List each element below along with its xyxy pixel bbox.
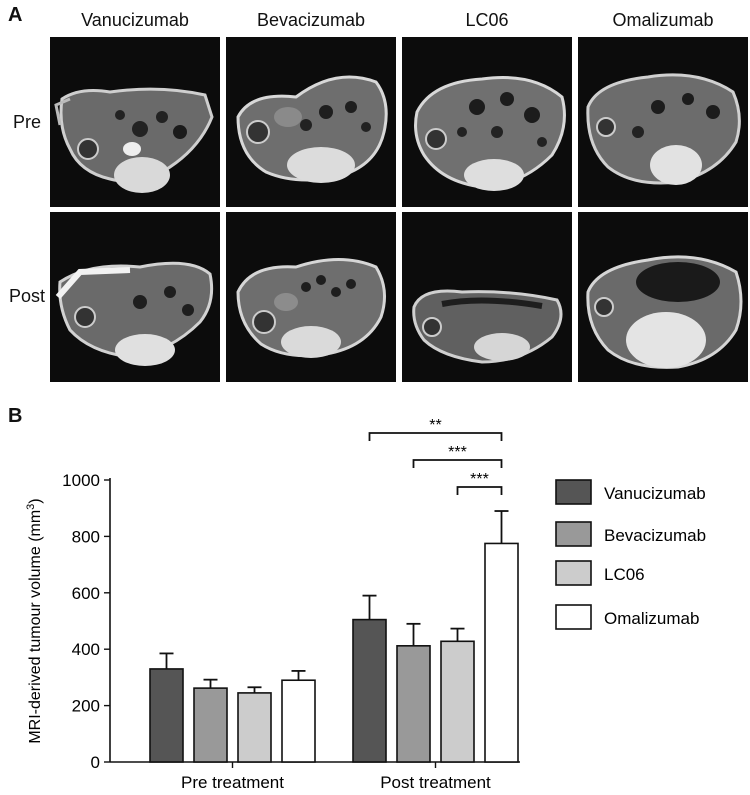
column-label-omalizumab: Omalizumab bbox=[612, 10, 714, 30]
bar-omalizumab-post-treatment bbox=[484, 542, 519, 763]
x-tick-label: Pre treatment bbox=[181, 773, 284, 792]
legend-swatch bbox=[555, 521, 592, 547]
mri-image-lc06-post bbox=[402, 212, 572, 382]
mri-image-bevacizumab-post bbox=[226, 212, 396, 382]
bar-bevacizumab-pre-treatment bbox=[193, 687, 228, 763]
significance-label: *** bbox=[448, 444, 467, 461]
y-tick-label: 600 bbox=[72, 584, 100, 603]
legend-label: Vanucizumab bbox=[604, 484, 706, 503]
significance-bracket bbox=[412, 459, 503, 468]
legend-label: Bevacizumab bbox=[604, 526, 706, 545]
chart-legend: Vanucizumab Bevacizumab LC06 Omalizumab bbox=[555, 479, 706, 630]
row-label-pre: Pre bbox=[12, 112, 41, 132]
mri-image-vanucizumab-post bbox=[50, 212, 220, 382]
column-label-bevacizumab: Bevacizumab bbox=[256, 10, 366, 30]
significance-label: ** bbox=[429, 417, 441, 434]
bar-vanucizumab-post-treatment bbox=[352, 618, 387, 763]
y-axis-title: MRI-derived tumour volume (mm3) bbox=[25, 498, 44, 743]
mri-image-vanucizumab-pre bbox=[50, 37, 220, 207]
bar-vanucizumab-pre-treatment bbox=[149, 668, 184, 763]
significance-bracket bbox=[368, 432, 503, 441]
significance-brackets: ******** bbox=[368, 417, 503, 495]
bar-lc06-pre-treatment bbox=[237, 692, 272, 763]
y-tick-label: 1000 bbox=[62, 471, 100, 490]
legend-swatch bbox=[555, 604, 592, 630]
panel-a-letter: A bbox=[8, 4, 23, 26]
mri-image-lc06-pre bbox=[402, 37, 572, 207]
mri-image-omalizumab-pre bbox=[578, 37, 748, 207]
bar-lc06-post-treatment bbox=[440, 640, 475, 763]
significance-label: *** bbox=[470, 471, 489, 488]
y-tick-label: 400 bbox=[72, 640, 100, 659]
bar-omalizumab-pre-treatment bbox=[281, 679, 316, 763]
bar-chart: 0 200 400 600 800 1000 MRI-derived tumour volu… bbox=[25, 417, 706, 792]
column-label-lc06: LC06 bbox=[465, 10, 509, 30]
bar-bevacizumab-post-treatment bbox=[396, 645, 431, 763]
x-tick-label: Post treatment bbox=[380, 773, 491, 792]
significance-bracket bbox=[456, 486, 503, 495]
mri-image-omalizumab-post bbox=[578, 212, 748, 382]
chart-axes: 0 200 400 600 800 1000 MRI-derived tumour volu… bbox=[25, 471, 520, 792]
legend-swatch bbox=[555, 479, 592, 505]
y-tick-label: 200 bbox=[72, 697, 100, 716]
legend-label: LC06 bbox=[604, 565, 645, 584]
y-tick-label: 0 bbox=[91, 753, 100, 772]
row-label-post: Post bbox=[8, 286, 46, 306]
legend-label: Omalizumab bbox=[604, 609, 699, 628]
panel-b-letter: B bbox=[8, 405, 23, 427]
column-label-vanucizumab: Vanucizumab bbox=[81, 10, 189, 30]
legend-swatch bbox=[555, 560, 592, 586]
y-tick-label: 800 bbox=[72, 527, 100, 546]
mri-image-bevacizumab-pre bbox=[226, 37, 396, 207]
chart-bars bbox=[149, 510, 519, 763]
